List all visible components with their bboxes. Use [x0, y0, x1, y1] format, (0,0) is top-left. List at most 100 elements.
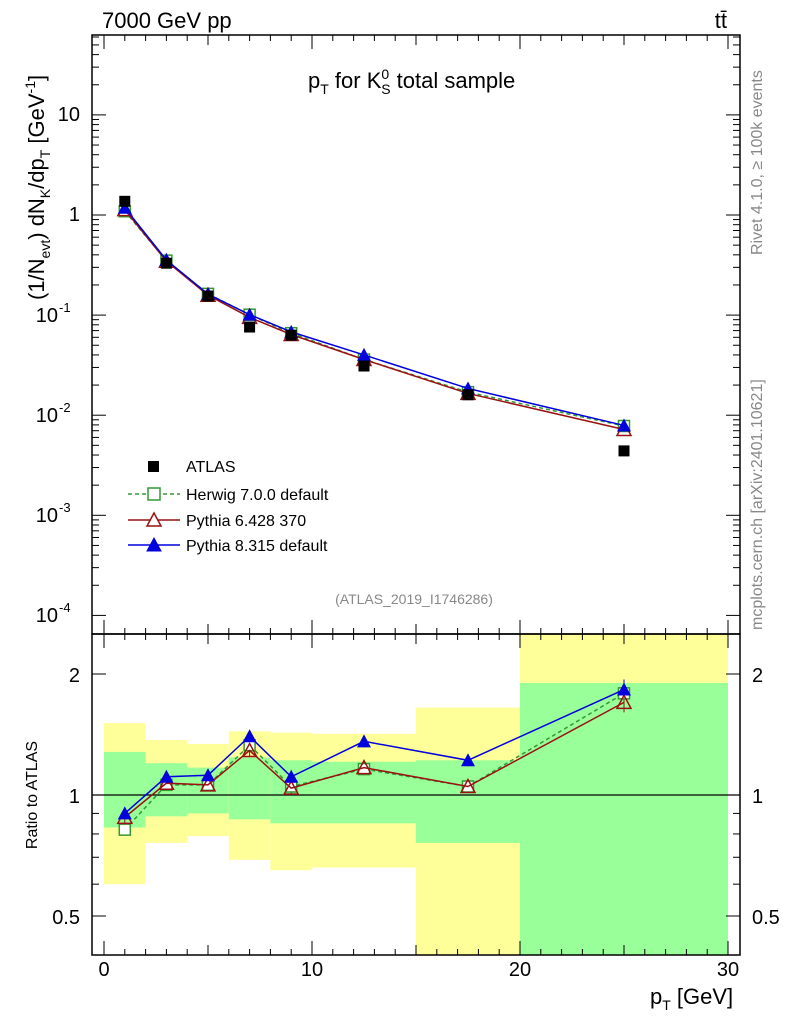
title-p: p — [308, 68, 320, 93]
main-point-atlas — [285, 329, 297, 341]
ratio-point-pythia-8-315-default — [159, 769, 174, 783]
ratio-point-pythia-6-428-370 — [459, 777, 477, 794]
ylabel-f: T — [37, 149, 53, 158]
rivet-version-label: Rivet 4.1.0, ≥ 100k events — [749, 70, 766, 255]
analysis-id: (ATLAS_2019_I1746286) — [335, 591, 493, 607]
main-point-atlas — [358, 360, 370, 372]
xlabel-p: p — [650, 984, 662, 1009]
ratio-point-herwig-7-0-0-default — [118, 823, 132, 836]
ratio-point-pythia-8-315-default — [201, 768, 215, 782]
main-y-axis-label: (1/Nevt) dNK/dpT [GeV-1] — [22, 75, 53, 300]
ratio-series-pythia-8-315-default — [117, 682, 631, 820]
ratio-point-pythia-6-428-370 — [199, 776, 217, 792]
ratio-ytick-2-left: 2 — [69, 665, 80, 687]
main-y-tick-labels: 10 1 10 -1 10 -2 10 -3 10 -4 — [36, 104, 80, 627]
main-line-pythia-6-428-370 — [124, 209, 625, 431]
ytick-1e-4: 10 — [36, 605, 58, 627]
x-tick-labels: 0 10 20 30 — [98, 959, 739, 981]
ytick-1e-3-base: 10 — [36, 505, 58, 527]
ytick-1e-4-exp: -4 — [59, 600, 71, 615]
title-sub-s: S — [381, 81, 390, 97]
ytick-1e-1-base: 10 — [36, 305, 58, 327]
main-series-pythia-6-428-370 — [116, 201, 633, 437]
main-line-pythia-8-315-default — [124, 207, 625, 427]
title-rest: total sample — [391, 68, 516, 93]
main-point-pythia-8-315-default — [357, 347, 371, 361]
legend-marker-pythia8 — [146, 536, 162, 552]
main-point-pythia-8-315-default — [117, 200, 132, 214]
ylabel-b: evt — [37, 240, 53, 259]
ytick-1e-2-base: 10 — [36, 405, 58, 427]
ylabel-c: ) dN — [24, 198, 49, 240]
x-axis-label: pT [GeV] — [650, 984, 733, 1013]
ytick-1e-1: 10 — [36, 305, 58, 327]
ratio-point-pythia-6-428-370 — [355, 759, 373, 775]
ylabel-g: [GeV — [24, 93, 49, 150]
xlabel-unit: [GeV] — [671, 984, 733, 1009]
legend-marker-atlas — [148, 461, 159, 472]
title-k: K — [367, 68, 382, 93]
ratio-point-pythia-6-428-370 — [241, 741, 258, 758]
ratio-ytick-1-left: 1 — [69, 786, 80, 808]
title-sup-0: 0 — [381, 66, 389, 82]
ytick-1e-4-base: 10 — [36, 605, 58, 627]
xtick-30: 30 — [717, 959, 739, 981]
ytick-1e-3-exp: -3 — [59, 500, 71, 515]
x-ticks — [103, 35, 729, 955]
main-point-pythia-8-315-default — [242, 307, 257, 321]
ytick-1: 1 — [69, 204, 80, 226]
ylabel-d: K — [37, 188, 53, 198]
ratio-line-pythia-8-315-default — [124, 688, 625, 814]
mcplots-label: mcplots.cern.ch [arXiv:2401.10621] — [749, 379, 766, 630]
stat-uncertainty-band — [228, 757, 271, 820]
main-series-herwig-7-0-0-default — [118, 205, 631, 433]
ytick-10: 10 — [58, 104, 80, 126]
ratio-ytick-05-right: 0.5 — [752, 907, 780, 929]
ratio-ytick-1-right: 1 — [752, 786, 763, 808]
ytick-1e-3: 10 — [36, 505, 58, 527]
legend-label-herwig: Herwig 7.0.0 default — [186, 487, 329, 504]
ratio-point-pythia-8-315-default — [461, 753, 475, 767]
xtick-10: 10 — [301, 959, 323, 981]
main-point-pythia-8-315-default — [617, 418, 631, 432]
ratio-point-pythia-6-428-370 — [282, 779, 300, 795]
ratio-point-pythia-6-428-370 — [615, 693, 633, 710]
legend-label-pythia6: Pythia 6.428 370 — [186, 513, 306, 530]
ytick-1e-2: 10 — [36, 405, 58, 427]
legend-marker-pythia6 — [145, 511, 163, 527]
plot-title: pT for K0 S total sample — [308, 66, 515, 97]
xtick-0: 0 — [98, 959, 109, 981]
main-point-atlas — [202, 290, 214, 302]
plot-marks — [91, 34, 741, 956]
stat-uncertainty-band — [416, 760, 520, 843]
main-point-atlas — [160, 257, 172, 269]
process-label: tt̄ — [715, 8, 727, 33]
main-point-atlas — [119, 195, 131, 207]
main-point-atlas — [618, 445, 630, 457]
legend: ATLAS Herwig 7.0.0 default Pythia 6.428 … — [128, 459, 329, 555]
main-y-ticks — [92, 36, 740, 616]
ratio-point-pythia-8-315-default — [117, 806, 132, 820]
collision-header: 7000 GeV pp — [102, 8, 232, 33]
ratio-y-ticks — [92, 673, 740, 917]
ratio-point-pythia-8-315-default — [357, 734, 371, 748]
ratio-y-axis-label: Ratio to ATLAS — [24, 741, 41, 849]
ratio-ytick-05-left: 0.5 — [52, 907, 80, 929]
ytick-1e-2-exp: -2 — [59, 400, 71, 415]
ratio-point-pythia-8-315-default — [284, 769, 299, 783]
ylabel-a: (1/N — [24, 258, 49, 300]
ylabel-e: /dp — [24, 158, 49, 189]
legend-label-pythia8: Pythia 8.315 default — [186, 538, 328, 555]
xlabel-sub-t: T — [662, 997, 671, 1013]
title-for: for — [329, 68, 367, 93]
ratio-point-pythia-8-315-default — [617, 682, 631, 696]
main-series-atlas — [119, 195, 630, 457]
main-point-atlas — [462, 389, 474, 401]
xtick-20: 20 — [509, 959, 531, 981]
legend-label-atlas: ATLAS — [186, 459, 236, 476]
main-line-herwig-7-0-0-default — [124, 210, 625, 427]
stat-uncertainty-band — [520, 682, 728, 955]
ratio-point-pythia-8-315-default — [242, 729, 257, 743]
ratio-y-tick-labels: 2 1 0.5 2 1 0.5 — [52, 665, 780, 929]
